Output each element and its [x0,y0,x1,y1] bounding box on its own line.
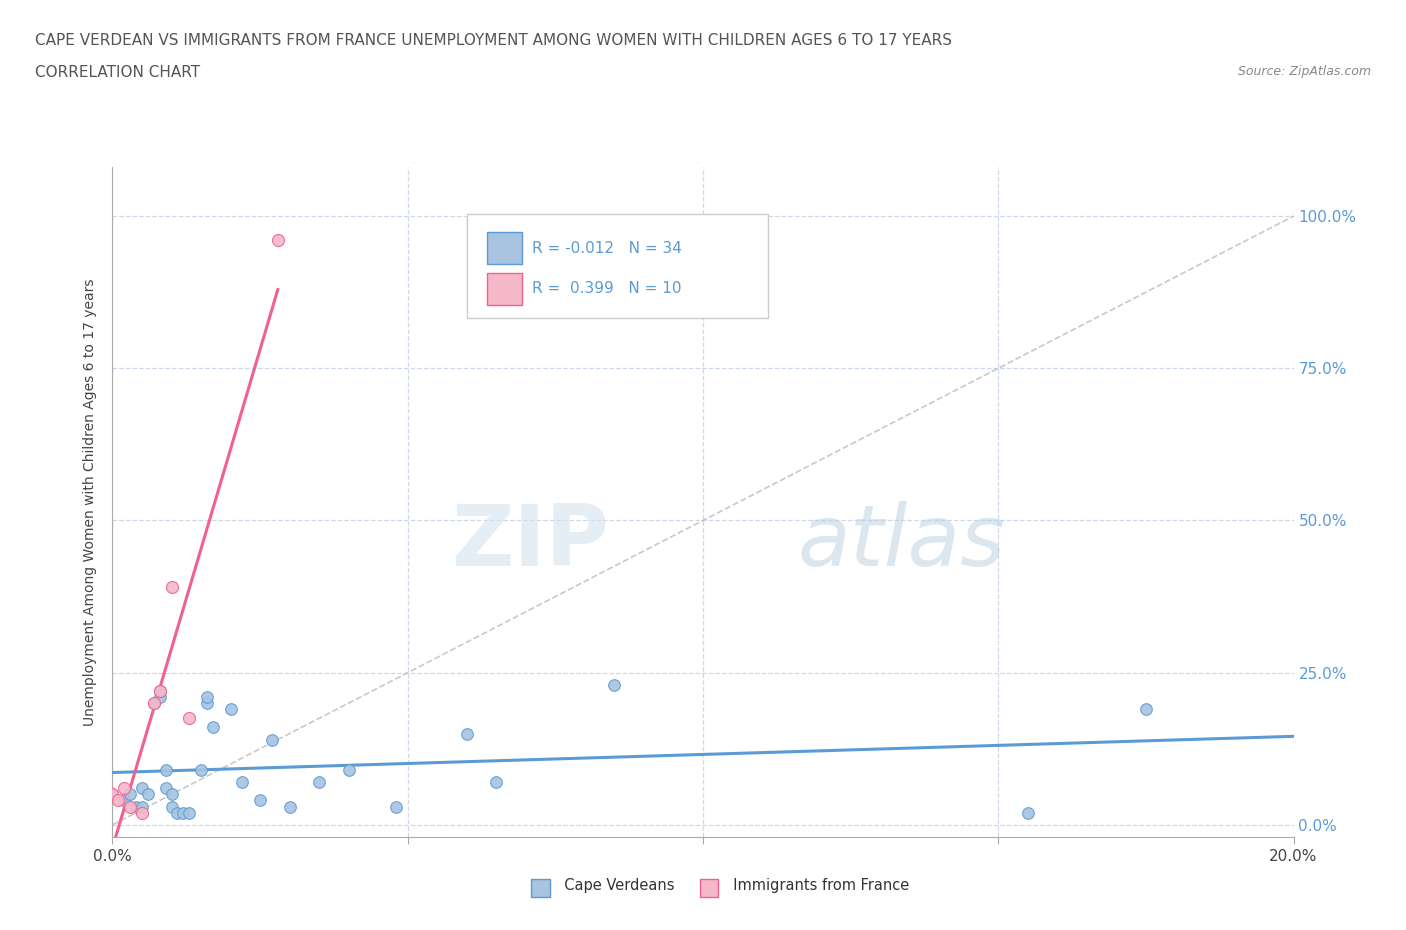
Point [160,787,183,802]
Point [142,696,165,711]
Point [120,787,142,802]
Point [160,799,183,814]
Point [155,763,177,777]
Point [142,696,165,711]
Point [149,689,172,704]
Point [112,781,135,796]
FancyBboxPatch shape [467,214,768,318]
Point [456,726,478,741]
Point [195,689,218,704]
Point [485,775,508,790]
Point [155,781,177,796]
Text: Source: ZipAtlas.com: Source: ZipAtlas.com [1237,65,1371,78]
Text: CAPE VERDEAN VS IMMIGRANTS FROM FRANCE UNEMPLOYMENT AMONG WOMEN WITH CHILDREN AG: CAPE VERDEAN VS IMMIGRANTS FROM FRANCE U… [35,33,952,47]
Point [120,799,142,814]
Point [1017,805,1039,820]
Text: ZIP: ZIP [451,501,609,584]
Point [160,580,183,595]
Point [249,793,271,808]
Point [149,684,172,698]
Point [603,677,626,692]
Text: Cape Verdeans: Cape Verdeans [555,878,675,893]
Point [219,702,242,717]
Point [179,805,201,820]
Point [231,775,253,790]
Point [166,805,188,820]
Point [201,720,224,735]
Point [149,684,172,698]
Text: R =  0.399   N = 10: R = 0.399 N = 10 [531,281,682,296]
Text: atlas: atlas [797,501,1005,584]
Point [107,793,129,808]
Point [385,799,408,814]
Point [337,763,360,777]
Text: Immigrants from France: Immigrants from France [724,878,910,893]
Text: CORRELATION CHART: CORRELATION CHART [35,65,200,80]
Point [125,799,148,814]
Point [172,805,194,820]
Point [267,233,290,248]
Point [112,793,135,808]
Point [179,711,201,725]
Point [131,805,153,820]
Point [260,732,283,747]
Point [131,781,153,796]
Bar [486,232,522,264]
Point [308,775,330,790]
Point [136,787,159,802]
Point [131,799,153,814]
Point [101,787,124,802]
Y-axis label: Unemployment Among Women with Children Ages 6 to 17 years: Unemployment Among Women with Children A… [83,278,97,726]
Point [278,799,301,814]
Bar [486,272,522,305]
Point [190,763,212,777]
Point [101,787,124,802]
Point [1135,702,1157,717]
Point [195,696,218,711]
Text: R = -0.012   N = 34: R = -0.012 N = 34 [531,241,682,256]
